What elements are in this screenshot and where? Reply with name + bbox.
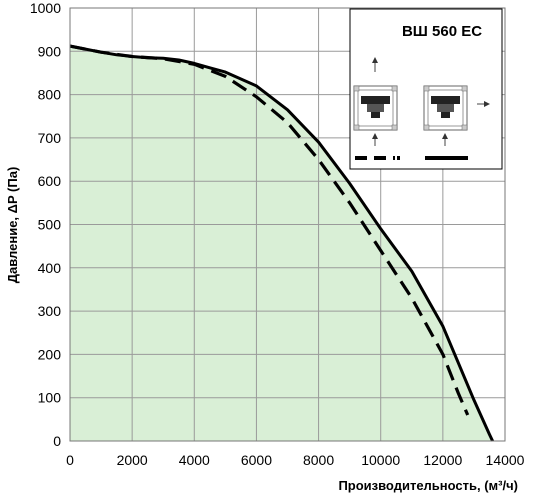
plot-border bbox=[69, 7, 506, 442]
x-tick-label: 4000 bbox=[179, 452, 210, 468]
x-tick-label: 2000 bbox=[117, 452, 148, 468]
y-tick-label: 900 bbox=[38, 43, 62, 59]
y-tick-label: 700 bbox=[38, 130, 62, 146]
series-line-dashed bbox=[69, 44, 470, 416]
area-fill bbox=[70, 46, 493, 441]
axes: 0 2000 4000 6000 8000 10000 12000 14000 0 100 200 3… bbox=[30, 0, 525, 468]
y-tick-label: 1000 bbox=[30, 0, 61, 16]
x-tick-label: 0 bbox=[66, 452, 74, 468]
y-tick-label: 200 bbox=[38, 346, 62, 362]
x-tick-label: 6000 bbox=[241, 452, 272, 468]
x-axis-title: Производительность, (м³/ч) bbox=[338, 478, 518, 493]
fan-dashed-config-icon bbox=[353, 57, 400, 160]
y-axis-title: Давление, ΔP (Па) bbox=[5, 167, 20, 284]
y-tick-label: 500 bbox=[38, 217, 62, 233]
y-tick-label: 600 bbox=[38, 173, 62, 189]
y-tick-label: 0 bbox=[53, 433, 61, 449]
x-tick-label: 10000 bbox=[361, 452, 400, 468]
x-tick-label: 8000 bbox=[303, 452, 334, 468]
x-tick-label: 14000 bbox=[486, 452, 525, 468]
y-tick-label: 300 bbox=[38, 303, 62, 319]
y-tick-label: 100 bbox=[38, 390, 62, 406]
x-tick-label: 12000 bbox=[423, 452, 462, 468]
y-tick-label: 400 bbox=[38, 260, 62, 276]
plot-area bbox=[69, 7, 506, 442]
y-tick-label: 800 bbox=[38, 87, 62, 103]
chart-title: ВШ 560 ЕС bbox=[402, 23, 482, 40]
legend-box: ВШ 560 ЕС bbox=[349, 8, 503, 170]
fan-solid-config-icon bbox=[423, 85, 490, 160]
